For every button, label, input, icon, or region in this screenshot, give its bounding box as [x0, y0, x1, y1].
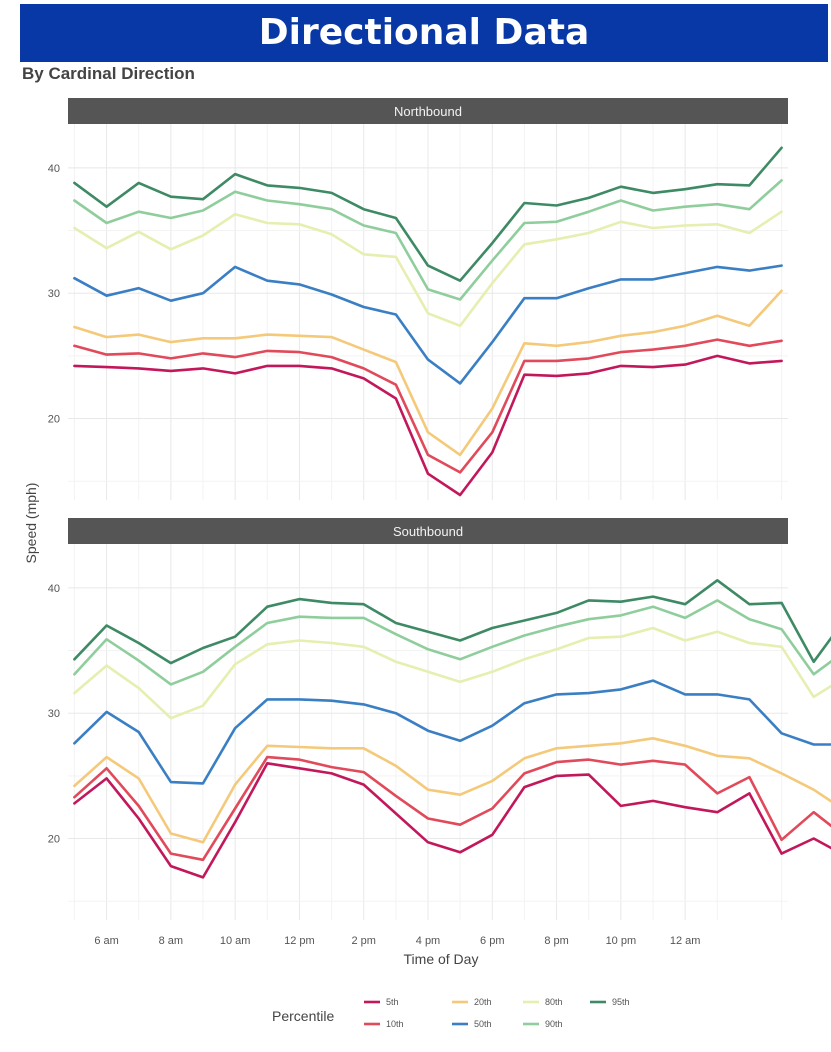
legend-item-80th: 80th	[523, 997, 563, 1007]
legend-label-5th: 5th	[386, 997, 399, 1007]
x-tick-label: 6 am	[94, 935, 118, 947]
series-line-5th	[73, 761, 831, 879]
series-line-50th	[73, 679, 831, 785]
y-tick-label: 20	[48, 834, 60, 846]
chart-subtitle: By Cardinal Direction	[22, 64, 195, 83]
series-line-95th	[73, 578, 831, 665]
page-title: Directional Data	[20, 4, 828, 62]
y-tick-label: 40	[48, 583, 60, 595]
x-tick-label: 6 pm	[480, 935, 504, 947]
panel-title: Northbound	[394, 104, 462, 119]
y-tick-label: 40	[48, 163, 60, 175]
y-tick-label: 30	[48, 288, 60, 300]
y-tick-label: 20	[48, 414, 60, 426]
series-line-50th	[73, 264, 783, 385]
x-tick-label: 12 am	[670, 935, 701, 947]
series-line-90th	[73, 179, 783, 301]
chart-panels: Northbound 20 30 40 Southbound 20 30 40 6 am 8 am…	[48, 98, 831, 947]
panel-strip	[68, 98, 788, 124]
x-tick-label: 10 am	[220, 935, 251, 947]
x-tick-label: 8 am	[159, 935, 183, 947]
legend-item-50th: 50th	[452, 1019, 492, 1029]
panel-northbound: Northbound 20 30 40	[48, 98, 788, 500]
legend: Percentile 5th 10th 20th 50th 80th 90th 95th	[272, 997, 630, 1029]
x-tick-label: 12 pm	[284, 935, 315, 947]
legend-label-50th: 50th	[474, 1019, 492, 1029]
legend-label-20th: 20th	[474, 997, 492, 1007]
series-line-20th	[73, 289, 783, 457]
series-line-80th	[73, 626, 831, 720]
x-tick-label: 8 pm	[544, 935, 568, 947]
x-tick-label: 10 pm	[606, 935, 637, 947]
panel-strip	[68, 518, 788, 544]
series-line-80th	[73, 210, 783, 328]
legend-label-10th: 10th	[386, 1019, 404, 1029]
legend-label-95th: 95th	[612, 997, 630, 1007]
legend-item-10th: 10th	[364, 1019, 404, 1029]
x-axis-ticks: 6 am 8 am 10 am 12 pm 2 pm 4 pm 6 pm 8 pm 10 pm 1…	[94, 935, 700, 947]
legend-item-90th: 90th	[523, 1019, 563, 1029]
series-line-10th	[73, 338, 783, 474]
legend-label-80th: 80th	[545, 997, 563, 1007]
series-line-90th	[73, 599, 831, 686]
legend-label-90th: 90th	[545, 1019, 563, 1029]
series-line-5th	[73, 354, 783, 497]
y-tick-label: 30	[48, 708, 60, 720]
legend-item-20th: 20th	[452, 997, 492, 1007]
x-axis-title: Time of Day	[404, 951, 479, 967]
panel-southbound: Southbound 20 30 40	[48, 518, 831, 920]
x-tick-label: 2 pm	[351, 935, 375, 947]
x-tick-label: 4 pm	[416, 935, 440, 947]
series-line-10th	[73, 755, 831, 862]
y-axis-title: Speed (mph)	[23, 483, 39, 564]
legend-item-5th: 5th	[364, 997, 399, 1007]
legend-title: Percentile	[272, 1008, 334, 1024]
series-line-95th	[73, 146, 783, 283]
series-line-20th	[73, 736, 831, 844]
legend-item-95th: 95th	[590, 997, 630, 1007]
panel-title: Southbound	[393, 524, 463, 539]
